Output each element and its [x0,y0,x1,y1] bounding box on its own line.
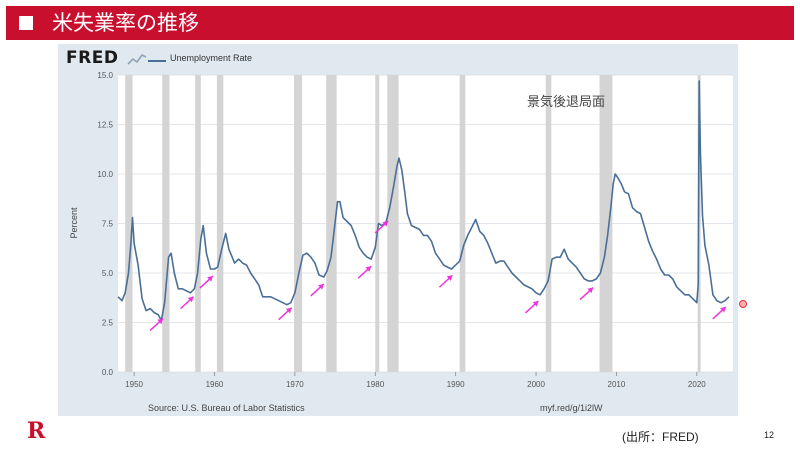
arrow-head [382,220,389,227]
fred-logo: FRED [66,48,119,68]
x-tick-label: 1970 [286,380,304,389]
arrow-head [365,266,372,272]
arrow-head [187,296,194,303]
fred-logo-graph-icon [127,53,147,65]
recession-band [294,75,303,372]
trough-arrow [712,306,727,320]
trough-arrow [524,300,539,314]
arrow-head [720,306,726,313]
x-tick-label: 2020 [688,380,706,389]
recession-band [545,75,552,372]
recession-band [125,75,133,372]
legend-swatch [148,60,166,62]
recession-band [387,75,399,372]
trough-arrow [278,307,293,321]
arrow-head [207,276,213,282]
y-tick-label: 15.0 [97,71,113,80]
trough-arrow [438,274,453,288]
legend-label: Unemployment Rate [170,53,253,63]
arrow-head [157,318,164,325]
x-tick-label: 1960 [206,380,224,389]
y-tick-label: 12.5 [97,121,113,130]
recession-label: 景気後退局面 [527,94,605,110]
page-number: 12 [764,430,775,440]
series-line [117,80,730,322]
bullet-square-icon [19,16,33,30]
source-credit: (出所：FRED) [622,430,699,444]
x-tick-label: 1990 [447,380,465,389]
y-axis-label: Percent [69,207,79,239]
y-tick-label: 2.5 [102,319,114,328]
cursor-dot [739,300,747,308]
y-tick-label: 10.0 [97,170,113,179]
trough-arrow [579,286,594,301]
y-tick-label: 7.5 [102,220,114,229]
trough-arrow [310,283,325,297]
arrow-head [446,275,453,281]
x-tick-label: 2010 [608,380,626,389]
recession-band [326,75,337,372]
recession-band [599,75,613,372]
arrow-head [587,287,594,294]
brand-logo: R [27,418,46,444]
arrow-head [532,300,539,307]
trough-arrow [374,220,389,234]
y-tick-label: 0.0 [102,368,114,377]
recession-band [459,75,466,372]
recession-band [216,75,224,372]
slide-header: 米失業率の推移 [6,6,794,40]
x-tick-label: 1950 [125,380,143,389]
recession-band [162,75,170,372]
trough-arrow [357,265,372,279]
recession-band [195,75,201,372]
y-tick-label: 5.0 [102,269,114,278]
trough-arrow [149,318,164,332]
x-tick-label: 2000 [527,380,545,389]
source-text: Source: U.S. Bureau of Labor Statistics [148,403,305,413]
x-tick-label: 1980 [366,380,384,389]
arrow-head [285,307,292,314]
trough-arrow [180,296,195,310]
slide-title: 米失業率の推移 [52,11,199,35]
recession-band [375,75,380,372]
trough-arrow [199,275,214,289]
arrow-head [318,283,324,290]
fred-link[interactable]: myf.red/g/1i2lW [540,403,603,413]
